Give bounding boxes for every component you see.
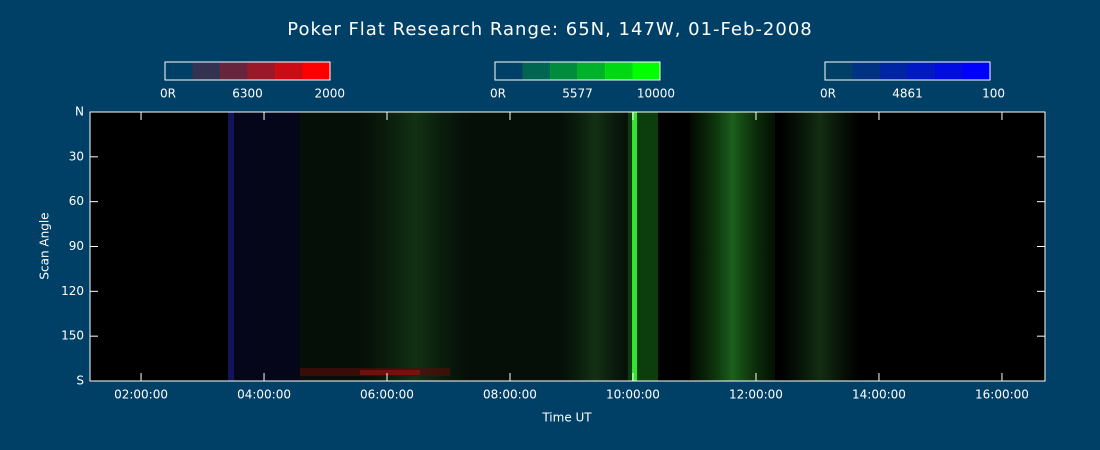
colorbar-name: 5577 <box>562 87 593 101</box>
keogram-image <box>90 112 1045 381</box>
colorbar-swatch <box>825 62 853 80</box>
y-tick-label: 90 <box>69 239 84 253</box>
x-axis-label: Time UT <box>541 411 592 425</box>
colorbar-swatch <box>550 62 578 80</box>
colorbar-swatch <box>302 62 331 80</box>
x-tick-label: 16:00:00 <box>975 388 1029 402</box>
y-tick-label: 150 <box>61 329 84 343</box>
colorbar-swatch <box>935 62 963 80</box>
colorbar-frame <box>494 61 661 81</box>
colorbar-frame <box>824 61 991 81</box>
colorbar-swatch <box>522 62 551 80</box>
colorbar-tick-label: 0R <box>820 87 836 101</box>
x-tick-label: 14:00:00 <box>852 388 906 402</box>
y-tick-label: N <box>75 105 84 119</box>
colorbar-tick-label: 0R <box>160 87 176 101</box>
chart-title: Poker Flat Research Range: 65N, 147W, 01… <box>287 19 812 40</box>
x-tick-label: 12:00:00 <box>729 388 783 402</box>
colorbar-name: 4861 <box>892 87 923 101</box>
colorbar-frame <box>164 61 331 81</box>
x-tick-label: 04:00:00 <box>237 388 291 402</box>
colorbar-swatch <box>632 62 661 80</box>
colorbar-swatch <box>220 62 248 80</box>
colorbar-tick-label: 2000 <box>314 87 345 101</box>
colorbar-name: 6300 <box>232 87 263 101</box>
x-tick-label: 10:00:00 <box>606 388 660 402</box>
colorbar-tick-label: 100 <box>982 87 1005 101</box>
x-tick-label: 02:00:00 <box>114 388 168 402</box>
colorbar-swatch <box>605 62 633 80</box>
colorbar-swatch <box>495 62 523 80</box>
colorbar-tick-label: 10000 <box>637 87 675 101</box>
colorbar-swatch <box>880 62 908 80</box>
y-tick-label: 30 <box>69 149 84 163</box>
x-tick-label: 08:00:00 <box>483 388 537 402</box>
colorbar-swatch <box>247 62 276 80</box>
x-tick-label: 06:00:00 <box>360 388 414 402</box>
colorbar-swatch <box>907 62 936 80</box>
y-tick-label: 120 <box>61 284 84 298</box>
y-tick-label: S <box>76 374 84 388</box>
colorbar-swatch <box>962 62 991 80</box>
colorbar-tick-label: 0R <box>490 87 506 101</box>
y-axis-label: Scan Angle <box>38 212 52 279</box>
colorbar-swatch <box>852 62 881 80</box>
colorbar-swatch <box>577 62 606 80</box>
y-tick-label: 60 <box>69 194 84 208</box>
colorbar-swatch <box>165 62 193 80</box>
colorbar-swatch <box>192 62 221 80</box>
colorbar-swatch <box>275 62 303 80</box>
